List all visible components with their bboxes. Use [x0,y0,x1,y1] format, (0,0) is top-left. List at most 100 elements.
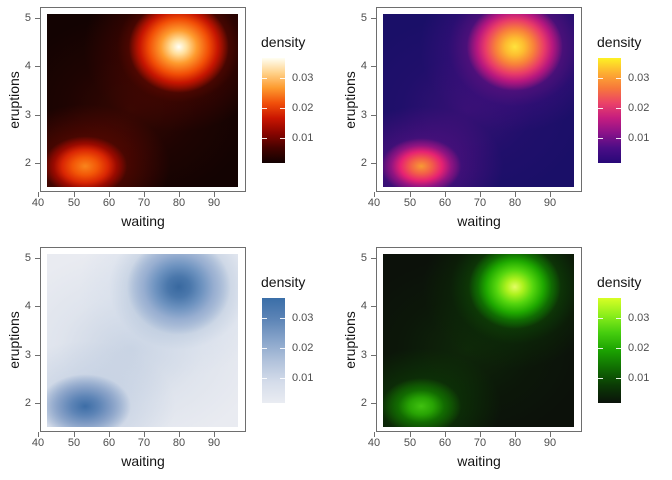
x-tick-label: 50 [403,437,417,449]
x-tick-mark [179,192,180,197]
x-tick-mark [74,192,75,197]
legend-tick-label: 0.01 [628,132,650,144]
legend-tick-mark [598,348,603,349]
y-tick-mark [371,66,376,67]
x-tick-label: 40 [31,437,45,449]
y-tick-mark [35,355,40,356]
x-tick-label: 70 [473,197,487,209]
y-tick-label: 2 [360,397,367,409]
legend-tick-mark [280,108,285,109]
x-tick-mark [550,432,551,437]
y-tick-label: 4 [24,60,31,72]
density-raster [383,14,574,187]
legend-tick-mark [280,378,285,379]
x-tick-label: 60 [438,197,452,209]
legend-tick-mark [280,78,285,79]
legend-tick-label: 0.01 [292,372,314,384]
heatmap-panel-heat: eruptions 5 4 3 2 40 50 60 70 80 90 wait… [0,0,336,240]
density-raster [383,254,574,427]
x-tick-label: 70 [137,437,151,449]
y-tick-mark [35,258,40,259]
legend-tick-mark [598,108,603,109]
y-tick-mark [35,66,40,67]
y-tick-mark [371,163,376,164]
x-tick-label: 40 [367,437,381,449]
y-tick-label: 3 [360,109,367,121]
legend-title: density [261,274,306,290]
x-tick-mark [179,432,180,437]
x-tick-mark [515,192,516,197]
x-tick-label: 70 [473,437,487,449]
legend-tick-label: 0.02 [628,102,650,114]
plot-panel [376,247,582,432]
x-tick-mark [144,432,145,437]
legend-tick-label: 0.02 [628,342,650,354]
legend-tick-mark [616,138,621,139]
legend-tick-label: 0.03 [628,72,650,84]
x-tick-mark [109,432,110,437]
legend-tick-mark [598,378,603,379]
legend-tick-label: 0.01 [628,372,650,384]
y-tick-label: 5 [360,12,367,24]
x-tick-mark [480,192,481,197]
x-tick-mark [480,432,481,437]
x-tick-mark [515,432,516,437]
x-tick-mark [410,432,411,437]
x-tick-mark [214,192,215,197]
y-tick-mark [35,403,40,404]
legend-tick-mark [262,378,267,379]
legend-tick-label: 0.03 [628,312,650,324]
y-tick-label: 3 [24,349,31,361]
y-tick-mark [371,355,376,356]
legend-tick-mark [262,108,267,109]
plot-panel [40,247,246,432]
x-tick-label: 50 [67,197,81,209]
legend-title: density [597,274,642,290]
legend-tick-label: 0.03 [292,312,314,324]
x-tick-label: 40 [367,197,381,209]
legend-tick-mark [616,378,621,379]
y-tick-label: 4 [360,60,367,72]
x-tick-mark [144,192,145,197]
legend-tick-mark [616,318,621,319]
legend-tick-mark [262,318,267,319]
y-tick-label: 3 [360,349,367,361]
y-tick-label: 2 [360,157,367,169]
legend-tick-mark [280,318,285,319]
x-tick-mark [374,192,375,197]
y-tick-mark [371,403,376,404]
y-tick-mark [371,18,376,19]
x-tick-label: 60 [102,437,116,449]
x-tick-label: 90 [207,437,221,449]
x-tick-label: 80 [508,437,522,449]
y-tick-mark [35,18,40,19]
y-tick-mark [371,306,376,307]
x-tick-mark [109,192,110,197]
x-tick-label: 80 [172,437,186,449]
x-axis-title: waiting [121,213,165,229]
legend-title: density [261,34,306,50]
density-raster [47,254,238,427]
legend-tick-mark [262,78,267,79]
x-axis-title: waiting [457,213,501,229]
legend-tick-mark [598,78,603,79]
heatmap-panel-greens: eruptions 5 4 3 2 40 50 60 70 80 90 wait… [336,240,672,480]
y-tick-label: 5 [360,252,367,264]
heatmap-panel-blues: eruptions 5 4 3 2 40 50 60 70 80 90 wait… [0,240,336,480]
y-tick-label: 3 [24,109,31,121]
legend-tick-label: 0.01 [292,132,314,144]
x-tick-label: 90 [543,197,557,209]
y-tick-label: 4 [360,300,367,312]
x-axis-title: waiting [457,453,501,469]
plot-panel [376,7,582,192]
legend-colorbar [598,58,621,163]
legend-tick-mark [280,138,285,139]
x-tick-mark [410,192,411,197]
x-tick-mark [445,192,446,197]
legend-colorbar [262,58,285,163]
legend-tick-label: 0.03 [292,72,314,84]
x-tick-label: 50 [67,437,81,449]
x-axis-title: waiting [121,453,165,469]
x-tick-mark [374,432,375,437]
